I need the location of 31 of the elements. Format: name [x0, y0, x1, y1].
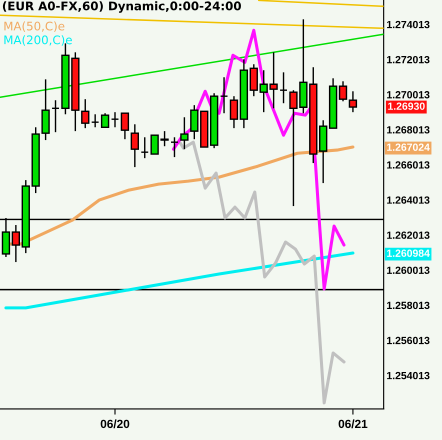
y-tick-label: 1.270013 — [387, 91, 430, 98]
y-tick-label: 1.258013 — [387, 302, 430, 310]
candlestick — [140, 136, 149, 159]
y-tick-label: 1.267024 — [387, 144, 430, 151]
y-tick-label: 1.272013 — [387, 56, 430, 64]
y-tick-label: 1.256013 — [387, 336, 430, 344]
candlestick — [279, 72, 288, 104]
text: MA(200,C)e — [4, 35, 72, 46]
candlestick — [110, 111, 120, 128]
candlestick — [180, 116, 189, 150]
candlestick — [51, 100, 60, 133]
candlestick — [100, 112, 110, 128]
candlestick — [220, 76, 228, 114]
chart-title: (EUR A0-FX,60) Dynamic,0:00-24:00 — [2, 1, 241, 13]
candlestick — [130, 124, 139, 168]
candlestick — [348, 90, 358, 113]
y-tick-label: 1.254013 — [387, 372, 430, 380]
y-tick-label: 1.266013 — [387, 161, 430, 169]
x-tick-label: 06/20 — [100, 419, 130, 428]
candlestick — [170, 136, 179, 158]
y-tick-label: 1.262013 — [387, 231, 430, 239]
y-tick-label: 1.264013 — [387, 196, 430, 204]
text: MA(50,C)e — [4, 21, 64, 32]
candlestick — [120, 112, 130, 140]
text: 1.26930 — [388, 102, 425, 110]
x-tick-label: 06/21 — [338, 419, 368, 428]
y-tick-label: 1.260984 — [387, 250, 430, 257]
candlestick — [91, 114, 100, 128]
y-tick-label: 1.268013 — [387, 126, 430, 134]
y-tick-label: 1.260013 — [387, 266, 430, 274]
y-tick-label: 1.274013 — [387, 20, 430, 28]
